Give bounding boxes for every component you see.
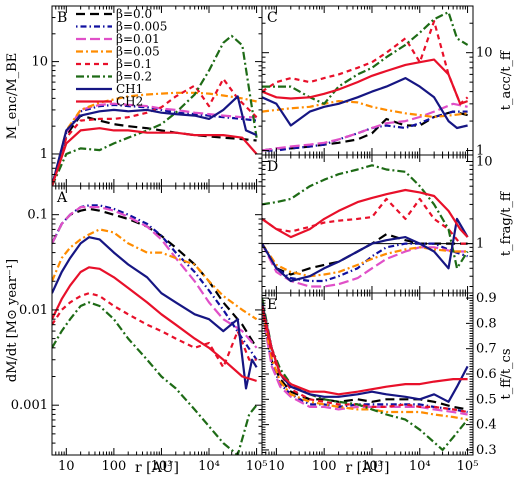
series-line-beta-0-2	[52, 301, 258, 455]
x-tick-label: 100	[312, 459, 337, 474]
panel-label: C	[267, 10, 278, 26]
panel-label: A	[56, 190, 68, 206]
y-tick-label: 0.001	[11, 398, 48, 413]
series-line-beta-0-05	[262, 99, 468, 119]
series-line-ch1	[52, 236, 258, 390]
series-line-beta-0-2	[52, 34, 258, 186]
legend-label-beta-0-0: β=0.0	[116, 7, 152, 21]
panel-a: 0.001 0.01 0.1 10 100 10³ 10⁴ 10⁵ r [AU] dM/dt [M…	[5, 185, 268, 476]
y-tick-label: 1	[40, 147, 48, 162]
y-tick-label: 0.4	[476, 418, 497, 433]
y-tick-label: 0.01	[19, 303, 48, 318]
panel-c: 1 10 t_acc/t_ff C	[261, 5, 514, 159]
series-line-beta-0-1	[262, 197, 468, 245]
panel-label: B	[57, 10, 67, 26]
x-tick-label: 100	[101, 459, 126, 474]
panel-d: 1 10 t_frag/t_ff D	[261, 154, 514, 294]
plot-frame	[51, 185, 263, 456]
y-tick-label: 1	[476, 237, 484, 252]
legend-label-beta-0-005: β=0.005	[116, 20, 167, 34]
y-tick-label: 0.3	[476, 443, 497, 458]
y-tick-label: 0.6	[476, 367, 497, 382]
x-tick-label: 10⁴	[409, 459, 431, 474]
plot-frame	[261, 5, 474, 156]
series-line-beta-0-01	[262, 310, 468, 416]
y-axis-label: t_frag/t_ff	[499, 190, 514, 256]
x-axis-label: r [AU]	[135, 460, 179, 476]
x-tick-label: 10⁵	[457, 459, 479, 474]
series-line-ch2	[52, 266, 257, 382]
x-tick-label: 10	[268, 459, 285, 474]
series-line-ch2	[262, 305, 468, 396]
panel-label: E	[267, 297, 277, 313]
series-line-ch1	[262, 217, 469, 283]
series-line-beta-0-005	[262, 242, 468, 283]
legend-label-beta-0-1: β=0.1	[116, 57, 152, 71]
panel-e: 0.3 0.4 0.5 0.6 0.7 0.8 0.9 10 100 10³ 10⁴ 10⁵ r [AU…	[261, 291, 514, 476]
y-axis-label: M_enc/M_BE	[5, 53, 20, 139]
series-line-beta-0-0	[262, 313, 468, 411]
y-tick-label: 10	[31, 55, 48, 70]
series-line-ch1	[262, 76, 468, 130]
y-tick-label: 10	[476, 46, 493, 61]
y-axis-label: dM/dt [M⊙ year⁻¹]	[5, 259, 20, 382]
y-tick-label: 0.8	[476, 316, 497, 331]
y-axis-label: t_ff/t_cs	[499, 348, 514, 399]
x-tick-label: 10⁴	[198, 459, 220, 474]
series-line-beta-0-1	[52, 292, 257, 369]
y-tick-label: 10	[476, 154, 493, 169]
legend-label-beta-0-05: β=0.05	[116, 45, 160, 59]
y-tick-label: 0.9	[476, 291, 497, 306]
y-tick-label: 0.7	[476, 342, 497, 357]
series-line-beta-0-05	[52, 91, 257, 186]
x-axis-label: r [AU]	[346, 460, 390, 476]
series-line-beta-0-05	[52, 228, 258, 321]
series-line-beta-0-05	[262, 242, 468, 278]
series-line-beta-0-2	[262, 164, 469, 270]
series-line-beta-0-2	[262, 11, 469, 105]
series-line-ch2	[262, 188, 469, 239]
series-line-ch1	[262, 302, 469, 403]
series-line-ch1	[52, 95, 258, 186]
x-tick-label: 10	[58, 459, 75, 474]
series-line-ch2	[52, 127, 258, 186]
series-line-beta-0-01	[52, 206, 258, 349]
series-line-beta-0-005	[262, 110, 468, 152]
series-line-beta-0-1	[262, 20, 469, 105]
legend-label-ch1: CH1	[116, 82, 143, 96]
legend-label-beta-0-01: β=0.01	[116, 32, 160, 46]
y-tick-label: 1	[476, 144, 484, 159]
plot-frame	[261, 292, 474, 456]
series-line-ch2	[262, 58, 468, 105]
series-line-beta-0-01	[262, 102, 468, 152]
legend-label-beta-0-2: β=0.2	[116, 70, 152, 84]
series-line-beta-0-05	[262, 307, 468, 421]
x-tick-label: 10³	[361, 459, 383, 474]
y-tick-label: 0.5	[476, 392, 497, 407]
panel-label: D	[267, 159, 278, 175]
x-tick-label: 10⁵	[246, 459, 268, 474]
series-line-beta-0-2	[262, 297, 469, 451]
y-axis-label: t_acc/t_ff	[499, 49, 514, 110]
y-tick-label: 0.1	[27, 208, 48, 223]
legend-label-ch2: CH2	[116, 95, 143, 109]
series-line-beta-0-1	[52, 77, 258, 186]
series-line-beta-0-005	[52, 204, 258, 361]
series-line-beta-0-005	[52, 103, 257, 186]
series-line-beta-0-01	[262, 243, 468, 288]
x-tick-label: 10³	[151, 459, 173, 474]
